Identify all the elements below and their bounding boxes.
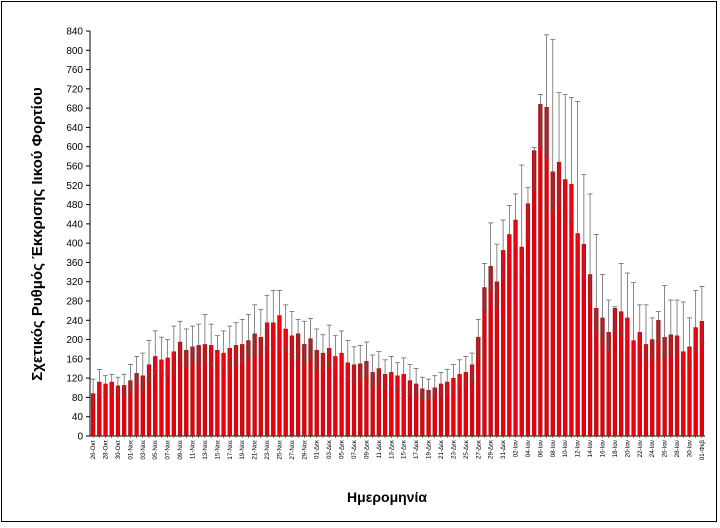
- x-tick-label: 28-Ιαν: [674, 440, 681, 457]
- x-axis-title: Ημερομηνία: [347, 489, 427, 505]
- x-tick-label: 06-Ιαν: [537, 440, 544, 457]
- x-tick-label: 04-Ιαν: [525, 440, 532, 457]
- x-tick-label: 24-Ιαν: [649, 440, 656, 457]
- x-tick-label: 15-Νοε: [214, 440, 221, 460]
- x-tick-label: 05-Δεκ: [339, 439, 346, 459]
- bar: [190, 346, 195, 437]
- x-tick-label: 31-Δεκ: [500, 439, 507, 459]
- bar: [544, 106, 549, 437]
- y-tick-label: 320: [66, 277, 83, 288]
- x-tick-label: 02-Ιαν: [513, 440, 520, 457]
- y-tick-label: 40: [72, 412, 84, 423]
- x-tick-label: 25-Νοε: [276, 440, 283, 460]
- x-tick-label: 30-Ιαν: [686, 440, 693, 457]
- x-tick-label: 17-Νοε: [227, 440, 234, 460]
- x-tick-label: 15-Δεκ: [401, 439, 408, 459]
- y-tick-label: 400: [66, 239, 83, 250]
- y-tick-label: 640: [66, 123, 83, 134]
- y-tick-label: 720: [66, 84, 83, 95]
- y-tick-label: 840: [66, 27, 83, 38]
- bar: [556, 161, 562, 437]
- x-tick-label: 16-Ιαν: [600, 440, 607, 457]
- y-tick-label: 680: [66, 104, 83, 115]
- y-tick-label: 440: [66, 219, 83, 230]
- bar: [532, 150, 537, 437]
- y-axis-title: Σχετικός Ρυθμός Έκκρισης Ιικού Φορτίου: [29, 87, 46, 381]
- x-tick-label: 23-Δεκ: [450, 439, 457, 459]
- x-tick-label: 17-Δεκ: [413, 439, 420, 459]
- bar: [500, 250, 506, 437]
- x-tick-label: 14-Ιαν: [587, 440, 594, 457]
- x-tick-label: 27-Δεκ: [475, 439, 482, 459]
- x-tick-label: 21-Νοε: [252, 440, 259, 460]
- bar: [519, 246, 524, 437]
- bar: [525, 203, 531, 437]
- x-tick-label: 21-Δεκ: [438, 439, 445, 459]
- x-tick-label: 07-Νοε: [165, 440, 172, 460]
- error-bars-group: [90, 34, 705, 407]
- y-tick-label: 200: [66, 335, 83, 346]
- y-tick-label: 600: [66, 142, 83, 153]
- x-tick-label: 19-Νοε: [239, 440, 246, 460]
- y-tick-labels: 0 40 80 120 160 200 240 280 320 360 400 440 480 520 56…: [66, 27, 90, 443]
- x-tick-label: 22-Ιαν: [637, 440, 644, 457]
- x-tick-label: 13-Δεκ: [388, 439, 395, 459]
- bar: [507, 234, 512, 437]
- x-tick-label: 23-Νοε: [264, 440, 271, 460]
- x-tick-label: 27-Νοε: [289, 440, 296, 460]
- x-tick-label: 13-Νοε: [202, 440, 209, 460]
- bar: [550, 171, 555, 437]
- x-tick-label: 01-Δεκ: [314, 439, 321, 459]
- x-tick-label: 26-Οκτ: [90, 439, 97, 459]
- x-tick-label: 19-Δεκ: [426, 439, 433, 459]
- x-tick-label: 26-Ιαν: [662, 440, 669, 457]
- x-tick-label: 09-Νοε: [177, 440, 184, 460]
- x-tick-label: 03-Νοε: [140, 440, 147, 460]
- x-tick-label: 29-Νοε: [301, 440, 308, 460]
- x-tick-label: 12-Ιαν: [575, 440, 582, 457]
- x-tick-label: 07-Δεκ: [351, 439, 358, 459]
- y-tick-label: 760: [66, 65, 83, 76]
- y-tick-label: 360: [66, 258, 83, 269]
- y-tick-label: 240: [66, 316, 83, 327]
- x-tick-label: 01-Νοε: [127, 440, 134, 460]
- y-tick-label: 160: [66, 354, 83, 365]
- y-tick-label: 520: [66, 181, 83, 192]
- bar: [488, 266, 493, 437]
- y-tick-label: 120: [66, 374, 83, 385]
- y-tick-label: 280: [66, 297, 83, 308]
- y-tick-label: 480: [66, 200, 83, 211]
- x-tick-label: 01-Φεβ: [699, 440, 706, 461]
- bar: [513, 219, 518, 437]
- x-tick-label: 25-Δεκ: [463, 439, 470, 459]
- x-tick-label: 10-Ιαν: [562, 440, 569, 457]
- x-tick-label: 20-Ιαν: [624, 440, 631, 457]
- y-tick-label: 80: [72, 393, 84, 404]
- x-tick-label: 03-Δεκ: [326, 439, 333, 459]
- x-tick-label: 30-Οκτ: [115, 439, 122, 459]
- x-tick-label: 11-Νοε: [190, 440, 197, 459]
- x-tick-label: 08-Ιαν: [550, 440, 557, 457]
- x-tick-labels: 26-Οκτ 28-Οκτ 30-Οκτ 01-Νοε 03-Νοε 05-Νοε 07-Ν…: [90, 436, 706, 460]
- x-tick-label: 11-Δεκ: [376, 439, 383, 458]
- x-tick-label: 28-Οκτ: [103, 439, 110, 459]
- x-tick-label: 05-Νοε: [152, 440, 159, 460]
- y-tick-label: 0: [77, 432, 83, 443]
- y-tick-label: 800: [66, 46, 83, 57]
- bar: [538, 104, 543, 437]
- x-tick-label: 09-Δεκ: [363, 439, 370, 459]
- x-tick-label: 18-Ιαν: [612, 440, 619, 457]
- y-tick-label: 560: [66, 162, 83, 173]
- x-tick-label: 29-Δεκ: [488, 439, 495, 459]
